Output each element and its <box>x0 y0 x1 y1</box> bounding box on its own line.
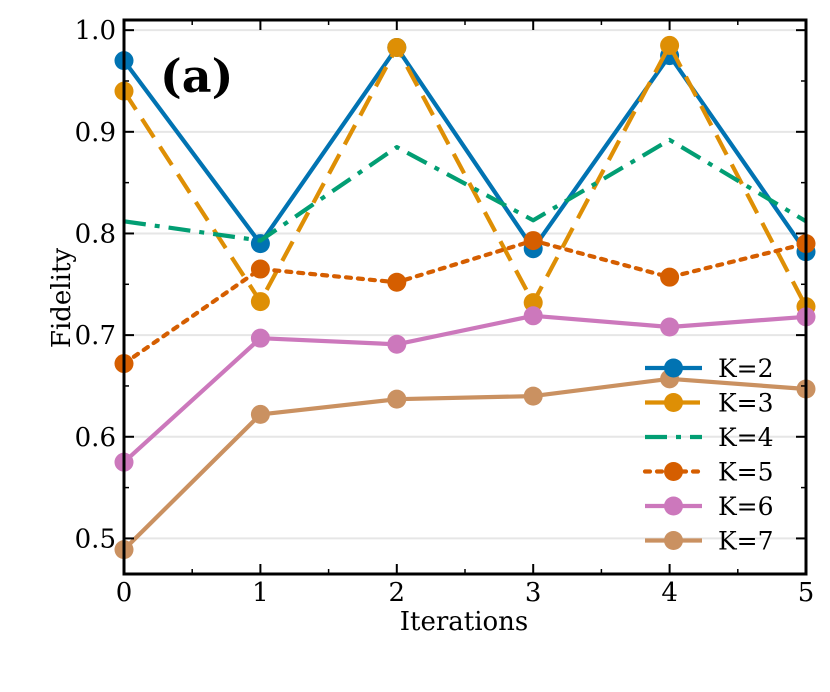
legend-item: K=7 <box>645 527 774 556</box>
series-K=6 <box>114 306 816 472</box>
legend-marker <box>664 496 683 516</box>
legend-label: K=5 <box>718 458 774 487</box>
series-line <box>123 137 808 243</box>
legend-item: K=4 <box>645 423 774 452</box>
x-tick-label: 2 <box>389 578 406 608</box>
data-point <box>523 293 543 313</box>
data-point <box>523 386 543 406</box>
series-K=4 <box>123 137 808 243</box>
panel-label: (a) <box>160 49 233 103</box>
legend-marker <box>664 358 683 378</box>
data-point <box>250 404 270 424</box>
series-line <box>122 313 807 464</box>
legend: K=2 K=3 K=4 K=5 K=6 K=7 <box>642 354 774 556</box>
data-point <box>523 306 543 326</box>
legend-marker <box>664 531 683 550</box>
legend-item: K=5 <box>642 458 774 487</box>
series-line <box>121 238 809 366</box>
x-tick-label: 5 <box>798 578 815 608</box>
data-point <box>660 267 680 287</box>
data-point <box>387 334 407 354</box>
data-point <box>387 37 407 57</box>
y-tick-label: 0.5 <box>75 524 116 554</box>
legend-item: K=6 <box>645 492 774 521</box>
x-tick-label: 1 <box>252 578 269 608</box>
y-tick-label: 0.8 <box>75 219 116 249</box>
legend-item: K=3 <box>645 389 774 418</box>
legend-label: K=7 <box>718 527 774 556</box>
series-K=5 <box>114 231 816 374</box>
y-tick-label: 0.6 <box>75 423 116 453</box>
data-point <box>250 328 270 348</box>
legend-marker <box>664 393 683 412</box>
legend-label: K=3 <box>718 389 774 418</box>
series-layer <box>114 35 816 560</box>
series-K=7 <box>114 369 816 560</box>
data-point <box>250 292 270 312</box>
x-tick-label: 3 <box>525 578 542 608</box>
y-tick-label: 0.9 <box>75 118 116 148</box>
x-axis-label: Iterations <box>400 607 529 637</box>
data-point <box>387 272 407 292</box>
legend-item: K=2 <box>645 354 774 383</box>
data-point <box>523 231 543 251</box>
y-axis-label: Fidelity <box>47 248 77 348</box>
legend-label: K=6 <box>718 492 774 521</box>
legend-label: K=4 <box>718 423 774 452</box>
series-line <box>122 43 808 308</box>
data-point <box>660 317 680 337</box>
legend-label: K=2 <box>718 354 774 383</box>
data-point <box>387 389 407 409</box>
y-tick-label: 1.0 <box>75 16 116 46</box>
y-tick-label: 0.7 <box>75 321 116 351</box>
x-tick-label: 4 <box>661 578 678 608</box>
x-tick-label: 0 <box>116 578 133 608</box>
ticks: 0.5 0.6 0.7 0.8 0.9 1.0 0 1 2 3 4 5 <box>75 16 815 608</box>
legend-marker <box>664 462 683 481</box>
series-line <box>122 376 807 552</box>
data-point <box>660 35 680 55</box>
data-point <box>250 259 270 279</box>
